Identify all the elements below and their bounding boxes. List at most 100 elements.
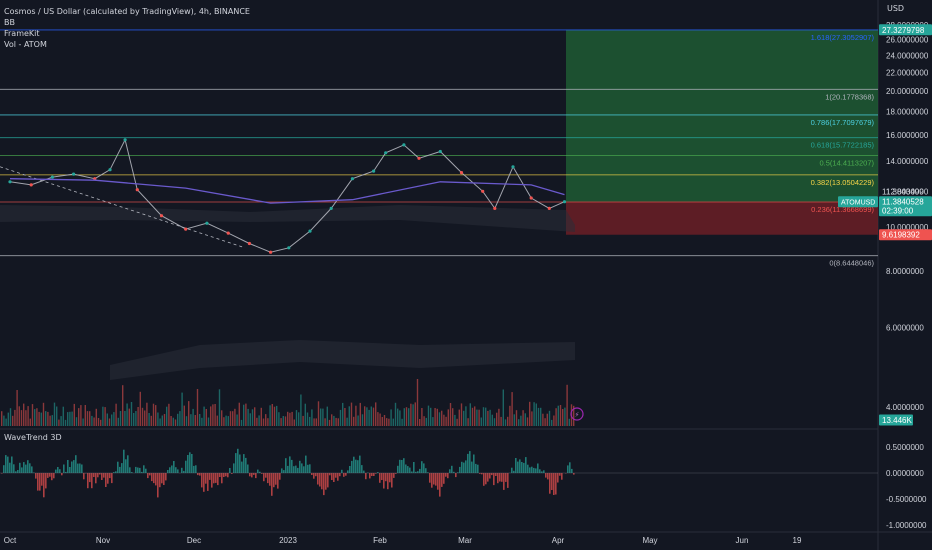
wavetrend-bar (227, 473, 229, 478)
volume-bar (412, 404, 414, 426)
volume-bar (509, 405, 511, 426)
wavetrend-bar (139, 467, 141, 473)
wavetrend-bar (293, 466, 295, 473)
price-point-27 (529, 196, 533, 200)
wavetrend-bar (67, 460, 69, 473)
wavetrend-bar (557, 473, 559, 483)
wavetrend-bar (91, 473, 93, 489)
volume-bar (302, 415, 304, 426)
price-point-19 (384, 151, 388, 155)
wavetrend-bar (13, 464, 15, 473)
wavetrend-bar (501, 473, 503, 482)
volume-bar (1, 411, 3, 426)
volume-bar (280, 418, 282, 426)
volume-bar (31, 404, 34, 426)
wavetrend-bar (99, 473, 101, 475)
volume-bar (205, 409, 207, 426)
wavetrend-bar (393, 473, 395, 478)
wavetrend-bar (159, 473, 161, 488)
volume-bar (93, 417, 95, 426)
wavetrend-bar (385, 473, 387, 482)
volume-bar (515, 410, 518, 426)
volume-bar (251, 409, 254, 426)
wavetrend-bar (59, 469, 61, 473)
wavetrend-bar (331, 473, 333, 480)
volume-bar (480, 417, 482, 426)
volume-bar (67, 412, 69, 426)
volume-bar (135, 411, 137, 426)
indicator-bb[interactable]: BB (4, 18, 15, 27)
volume-bar (293, 419, 295, 426)
wavetrend-bar (339, 473, 341, 477)
wavetrend-bar (19, 462, 21, 473)
volume-bar (485, 407, 487, 426)
volume-bar (170, 416, 172, 426)
volume-bar (443, 414, 445, 426)
wavetrend-bar (447, 473, 449, 479)
wavetrend-bar (247, 464, 249, 473)
price-point-9 (184, 227, 188, 231)
wavetrend-bar (9, 462, 11, 473)
volume-bar (526, 417, 529, 426)
price-point-14 (287, 246, 291, 250)
y-tick-label-10: 8.0000000 (886, 267, 924, 276)
volume-bar (58, 419, 60, 426)
price-tag-bg-2 (838, 196, 878, 208)
wavetrend-bar (457, 472, 459, 473)
volume-bar (36, 408, 38, 426)
volume-bar (390, 409, 392, 426)
indicator-framekit[interactable]: FrameKit (4, 29, 40, 38)
volume-bar (75, 417, 78, 426)
volume-bar (179, 411, 181, 426)
wavetrend-bar (357, 460, 359, 473)
wavetrend-bar (49, 473, 51, 477)
volume-bar (45, 411, 47, 426)
volume-bar (27, 406, 29, 426)
indicator-volume[interactable]: Vol - ATOM (4, 40, 47, 49)
volume-bar (507, 416, 509, 426)
wavetrend-bar (511, 467, 513, 473)
price-point-22 (438, 149, 442, 154)
volume-bar (504, 419, 507, 426)
volume-bar (240, 419, 243, 426)
wavetrend-bar (153, 473, 155, 484)
price-point-25 (493, 206, 497, 210)
volume-bar (236, 414, 238, 426)
wavetrend-bar (17, 470, 19, 473)
volume-bar (192, 408, 194, 426)
price-point-2 (50, 175, 55, 179)
volume-bar (122, 385, 124, 426)
price-tag-label-6: 13.446K (882, 416, 912, 425)
y-tick-label-9: 10.0000000 (886, 223, 929, 232)
fib-level-label-6: 0.236(11.3668699) (811, 205, 874, 214)
volume-bar (295, 410, 298, 426)
wavetrend-bar (533, 467, 535, 473)
wavetrend-bar (145, 468, 147, 473)
volume-bar (146, 402, 148, 426)
wavetrend-bar (463, 462, 465, 473)
wavetrend-bar (571, 468, 573, 473)
volume-bar (51, 415, 53, 426)
wavetrend-bar (103, 473, 105, 478)
volume-bar (130, 402, 133, 426)
volume-bar (375, 402, 377, 426)
volume-bar (328, 419, 331, 426)
volume-bar (361, 414, 364, 426)
wavetrend-bar (233, 463, 235, 473)
wavetrend-bar (325, 473, 327, 490)
volume-bar (221, 410, 223, 426)
volume-bar (53, 402, 56, 426)
volume-bar (106, 413, 108, 426)
wavetrend-bar (395, 473, 397, 474)
volume-bar (245, 403, 247, 426)
volume-bar (62, 406, 64, 426)
volume-bar (47, 411, 49, 426)
wavetrend-bar (311, 473, 313, 475)
price-tag-bg-4 (879, 205, 932, 217)
volume-bar (155, 405, 157, 426)
wavetrend-bar (333, 473, 335, 482)
volume-bar (333, 415, 335, 426)
wavetrend-bar (387, 473, 389, 490)
volume-bar (498, 408, 500, 426)
